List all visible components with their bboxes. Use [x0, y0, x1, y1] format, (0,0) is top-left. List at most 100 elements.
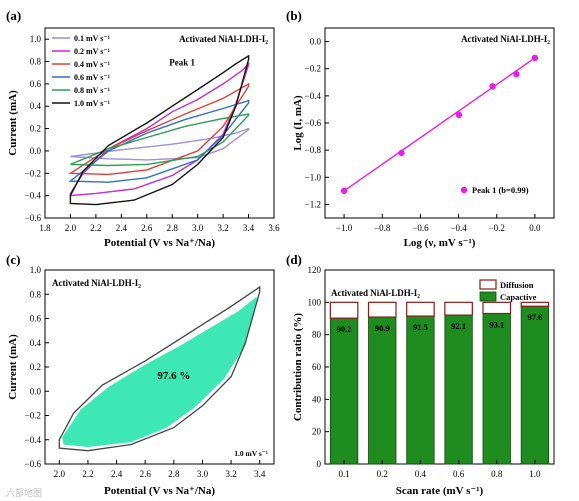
plot-b-ytick-label: −0.4 [305, 91, 322, 101]
data-point [531, 54, 539, 62]
plot-c-ytick-label: 1.0 [30, 265, 42, 275]
data-point [489, 83, 496, 90]
plot-b-xtick-label: −0.4 [450, 223, 467, 233]
plot-a-ylabel: Current (mA) [7, 90, 19, 156]
plot-c-xtick-label: 3.4 [254, 469, 266, 479]
cv-curve [70, 113, 250, 167]
legend-label: 0.4 mV s⁻¹ [74, 60, 111, 69]
plot-c-xtick-label: 2.2 [82, 469, 93, 479]
plot-a-xtick-label: 3.6 [268, 223, 280, 233]
plot-a-ytick-label: 0.0 [30, 146, 42, 156]
bar-label: 93.1 [489, 319, 504, 329]
bar-diffusion [444, 301, 473, 316]
bar-diffusion [520, 301, 550, 307]
plot-d-xtick-label: 0.1 [338, 469, 349, 479]
cv-curve [68, 99, 250, 183]
legend-label: 0.8 mV s⁻¹ [74, 86, 111, 95]
cv-curve [58, 285, 261, 452]
legend-swatch [460, 186, 468, 194]
scan-rate-label: 1.0 mV s⁻¹ [234, 449, 268, 458]
cv-curve [70, 127, 250, 161]
plot-b-ytick-label: −1.0 [305, 172, 322, 182]
plot-d-ylabel: Contribution ratio (%) [292, 313, 304, 422]
capacitive-label: 97.6 % [157, 370, 190, 382]
fit-line [343, 57, 536, 192]
plot-a-ytick-label: −0.4 [25, 191, 42, 201]
data-point [455, 111, 463, 119]
plot-c-xlabel: Potential (V vs Na⁺/Na) [104, 485, 215, 497]
bar-capacitive [482, 313, 511, 465]
data-point [513, 70, 520, 78]
bar-label: 90.2 [337, 324, 352, 334]
bar-capacitive [406, 315, 435, 465]
plot-a-ytick-label: 0.2 [30, 124, 41, 134]
panel-label: (d) [286, 252, 302, 267]
plot-d-ytick-label: 20 [312, 427, 322, 437]
plot-a-xtick-label: 2.0 [65, 223, 77, 233]
plot-d-xtick-label: 0.2 [377, 469, 388, 479]
plot-c-ylabel: Current (mA) [7, 334, 19, 400]
plot-c-ytick-label: −0.4 [25, 435, 42, 445]
plot-b-xtick-label: −0.6 [412, 223, 429, 233]
panel-label: (c) [6, 252, 20, 267]
plot-d-xtick-label: 1.0 [529, 469, 541, 479]
legend-label: Diffusion [500, 280, 534, 290]
bar-capacitive [368, 316, 397, 465]
plot-d-xlabel: Scan rate (mV s⁻¹) [396, 485, 484, 497]
plot-b-ytick-label: −1.2 [305, 199, 321, 209]
plot-a-xtick-label: 3.4 [243, 223, 255, 233]
watermark: 六部地图 [6, 487, 42, 498]
plot-a-ytick-label: −0.6 [25, 213, 42, 223]
plot-c-xtick-label: 2.8 [168, 469, 180, 479]
plot-a-xtick-label: 2.8 [167, 223, 179, 233]
plot-c-xtick-label: 2.0 [54, 469, 66, 479]
bar-diffusion [367, 301, 397, 318]
bar-capacitive [444, 314, 473, 465]
legend-label: Capactive [500, 292, 537, 302]
plot-b-ytick-label: −0.6 [305, 118, 322, 128]
plot-a-xtick-label: 1.8 [39, 223, 51, 233]
plot-c-xtick-label: 3.0 [197, 469, 209, 479]
plot-c-ytick-label: −0.2 [25, 411, 41, 421]
plot-c-ytick-label: 0.4 [30, 338, 42, 348]
plot-a-title: Activated NiAl-LDH-I₂ [179, 34, 268, 44]
bar-label: 91.5 [413, 322, 428, 332]
plot-b-ytick-label: 0.0 [310, 37, 322, 47]
plot-a-ytick-label: 0.4 [30, 101, 42, 111]
plot-a-xtick-label: 3.2 [217, 223, 228, 233]
plot-b-xtick-label: −1.0 [336, 223, 353, 233]
plot-b-xlabel: Log (ν, mV s⁻¹) [404, 237, 476, 249]
plot-b-xtick-label: −0.2 [489, 223, 505, 233]
legend-label: 0.1 mV s⁻¹ [74, 34, 111, 43]
plot-d-ytick-label: 80 [312, 330, 322, 340]
legend-label: Peak 1 (b=0.99) [472, 185, 529, 195]
bar-label: 97.6 [527, 312, 542, 322]
annotation: Peak 1 [169, 57, 195, 67]
plot-d-ytick-label: 100 [308, 297, 322, 307]
bar-label: 92.1 [451, 321, 466, 331]
plot-c-ytick-label: 0.2 [30, 362, 41, 372]
plot-d-xtick-label: 0.4 [415, 469, 427, 479]
plot-b-ylabel: Log (I, mA) [292, 95, 304, 151]
plot-d-ytick-label: 60 [312, 362, 322, 372]
plot-b-xtick-label: 0.0 [529, 223, 541, 233]
data-point [340, 187, 348, 195]
cv-curve [68, 82, 250, 176]
plot-b-xtick-label: −0.8 [374, 223, 391, 233]
bar-capacitive [329, 317, 359, 465]
plot-a-ytick-label: −0.2 [25, 168, 41, 178]
plot-d-ytick-label: 40 [312, 394, 322, 404]
legend-swatch [479, 279, 497, 290]
data-point [398, 149, 405, 157]
plot-a-frame [44, 27, 275, 219]
panel-label: (b) [286, 8, 302, 23]
plot-a-ytick-label: 0.8 [30, 57, 42, 67]
plot-d-title: Activated NiAl-LDH-I₂ [331, 288, 420, 298]
plot-b-ytick-label: −0.8 [305, 145, 322, 155]
plot-c-xtick-label: 2.6 [140, 469, 152, 479]
plot-c-xtick-label: 3.2 [225, 469, 236, 479]
plot-c-ytick-label: −0.6 [25, 459, 42, 469]
plot-a-xtick-label: 3.0 [192, 223, 204, 233]
plot-d-xtick-label: 0.6 [453, 469, 465, 479]
plot-b-title: Activated NiAl-LDH-I₂ [461, 34, 550, 44]
